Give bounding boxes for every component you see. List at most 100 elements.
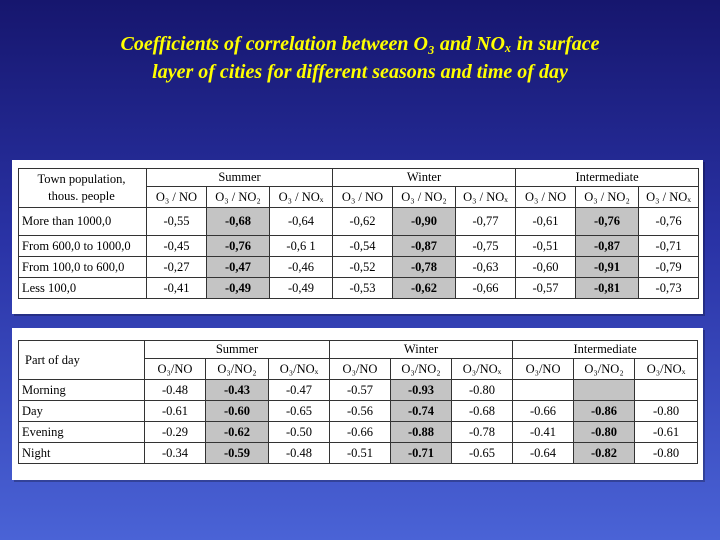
ratio-subheader: O₃/NO₂ [573, 358, 636, 380]
slide-title-line-1: Coefficients of correlation between O₃ a… [120, 33, 600, 55]
table-cell: -0,71 [638, 235, 700, 257]
table-cell: -0.29 [144, 421, 206, 443]
ratio-subheader: O₃ / NOₓ [638, 186, 700, 208]
ratio-subheader: O₃/NO [329, 358, 392, 380]
row-label: From 600,0 to 1000,0 [18, 235, 147, 257]
table-cell: -0.80 [634, 400, 699, 422]
table-cell: -0.43 [205, 379, 269, 401]
row-label: Morning [18, 379, 145, 401]
table-cell [573, 379, 636, 401]
slide-title-line-2: layer of cities for different seasons an… [152, 61, 568, 83]
table-cell: -0.68 [451, 400, 514, 422]
table-cell: -0,27 [146, 256, 207, 278]
table-cell [512, 379, 575, 401]
ratio-subheader: O₃/NOₓ [634, 358, 699, 380]
slide-title: Coefficients of correlation between O₃ a… [0, 30, 720, 86]
table-cell: -0,57 [515, 277, 577, 299]
table-cell: -0,66 [455, 277, 517, 299]
row-label: From 100,0 to 600,0 [18, 256, 147, 278]
ratio-subheader: O₃ / NO [146, 186, 207, 208]
table-row: Day -0.61 -0.60 -0.65 -0.56 -0.74 -0.68 -0.66 -0… [18, 400, 699, 422]
table-cell: -0.86 [573, 400, 636, 422]
table-cell: -0,51 [515, 235, 577, 257]
table-cell: -0.78 [451, 421, 514, 443]
table-cell: -0,49 [268, 277, 334, 299]
table-cell: -0,76 [575, 207, 640, 236]
ratio-subheader: O₃/NOₓ [451, 358, 514, 380]
table-cell: -0.56 [329, 400, 392, 422]
season-header: Winter [329, 340, 514, 359]
ratio-subheader: O₃/NO₂ [205, 358, 269, 380]
season-header: Summer [145, 168, 334, 187]
ratio-subheader: O₃ / NO₂ [392, 186, 457, 208]
table-cell: -0.48 [267, 442, 331, 464]
ratio-subheader: O₃ / NO [515, 186, 577, 208]
table-cell: -0.41 [512, 421, 575, 443]
table-cell: -0.47 [267, 379, 331, 401]
table-cell: -0.80 [573, 421, 636, 443]
table-cell: -0,53 [332, 277, 394, 299]
table-row: Morning -0.48 -0.43 -0.47 -0.57 -0.93 -0.80 [18, 379, 699, 401]
population-table-body: More than 1000,0 -0,55 -0,68 -0,64 -0,62 -0,9… [18, 207, 700, 299]
population-table-panel: Town population, thous. people Summer Wi… [12, 160, 703, 314]
table-cell: -0.60 [205, 400, 269, 422]
table-cell: -0,68 [206, 207, 270, 236]
table-cell [634, 379, 699, 401]
table-cell: -0,62 [392, 277, 457, 299]
table-cell: -0.61 [634, 421, 699, 443]
row-label: Night [18, 442, 145, 464]
table-row: Less 100,0 -0,41 -0,49 -0,49 -0,53 -0,62 -0,66… [18, 277, 700, 299]
ratio-subheader: O₃ / NO₂ [575, 186, 640, 208]
table-cell: -0,47 [206, 256, 270, 278]
row-label: Less 100,0 [18, 277, 147, 299]
part-of-day-row-header: Part of day [18, 340, 145, 380]
table-cell: -0.50 [267, 421, 331, 443]
table-cell: -0.66 [512, 400, 575, 422]
table-cell: -0,49 [206, 277, 270, 299]
table-row: From 600,0 to 1000,0 -0,45 -0,76 -0,6 1 -0,5… [18, 235, 700, 257]
table-cell: -0,76 [206, 235, 270, 257]
ratio-subheader: O₃/NO [144, 358, 206, 380]
season-header: Intermediate [515, 168, 700, 187]
table-cell: -0,45 [146, 235, 207, 257]
population-correlation-table: Town population, thous. people Summer Wi… [18, 168, 700, 299]
table-cell: -0.64 [512, 442, 575, 464]
table-cell: -0.61 [144, 400, 206, 422]
table-cell: -0,77 [455, 207, 517, 236]
row-label: More than 1000,0 [18, 207, 147, 236]
table-cell: -0.34 [144, 442, 206, 464]
table-cell: -0,78 [392, 256, 457, 278]
ratio-subheader: O₃/NO [512, 358, 575, 380]
table-row: Evening -0.29 -0.62 -0.50 -0.66 -0.88 -0.78 -0.… [18, 421, 699, 443]
season-header: Winter [332, 168, 517, 187]
population-row-header: Town population, thous. people [18, 168, 147, 208]
table-cell: -0,87 [575, 235, 640, 257]
part-of-day-correlation-table: Part of day Summer Winter Intermediate O… [18, 340, 699, 464]
population-row-header-line-1: Town population, [37, 172, 126, 186]
ratio-subheader: O₃/NO₂ [390, 358, 453, 380]
table-cell: -0,52 [332, 256, 394, 278]
table-cell: -0,64 [268, 207, 334, 236]
table-cell: -0.65 [267, 400, 331, 422]
table-cell: -0,62 [332, 207, 394, 236]
table-cell: -0,81 [575, 277, 640, 299]
table-cell: -0,91 [575, 256, 640, 278]
part-of-day-table-panel: Part of day Summer Winter Intermediate O… [12, 328, 703, 480]
row-label: Evening [18, 421, 145, 443]
table-cell: -0.65 [451, 442, 514, 464]
table-cell: -0.59 [205, 442, 269, 464]
ratio-subheader: O₃ / NO [332, 186, 394, 208]
table-cell: -0,60 [515, 256, 577, 278]
table-cell: -0,55 [146, 207, 207, 236]
row-label: Day [18, 400, 145, 422]
ratio-subheader: O₃ / NO₂ [206, 186, 270, 208]
table-cell: -0,6 1 [268, 235, 334, 257]
table-cell: -0,63 [455, 256, 517, 278]
table-cell: -0.82 [573, 442, 636, 464]
table-cell: -0,79 [638, 256, 700, 278]
subheader-row: O₃/NO O₃/NO₂ O₃/NOₓ O₃/NO O₃/NO₂ O₃/NOₓ O₃/NO O… [19, 358, 699, 380]
table-cell: -0.93 [390, 379, 453, 401]
table-cell: -0.74 [390, 400, 453, 422]
table-cell: -0.88 [390, 421, 453, 443]
table-row: From 100,0 to 600,0 -0,27 -0,47 -0,46 -0,52-… [18, 256, 700, 278]
